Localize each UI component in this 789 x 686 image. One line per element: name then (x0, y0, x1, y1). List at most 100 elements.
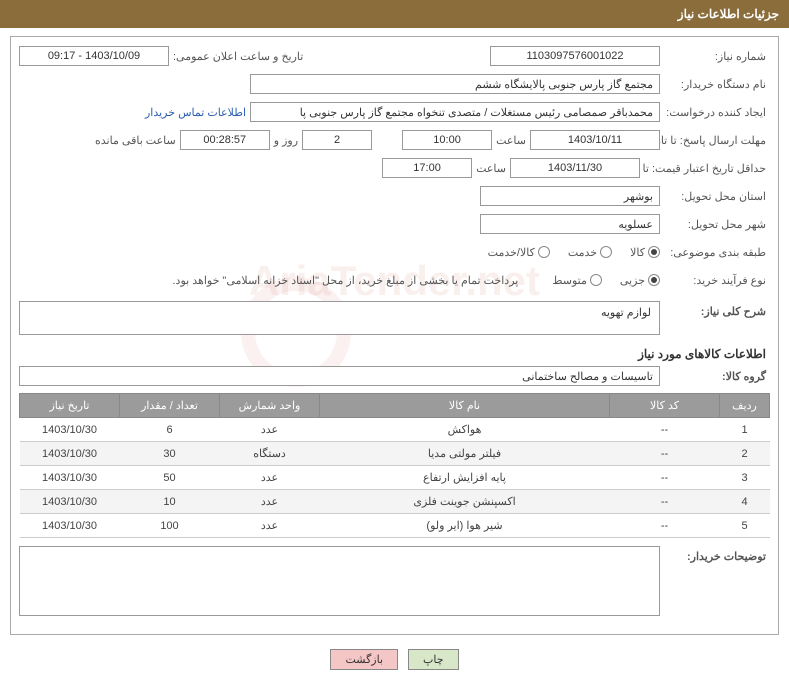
cell-code: -- (610, 466, 720, 490)
buyer-field: مجتمع گاز پارس جنوبی پالایشگاه ششم (250, 74, 660, 94)
process-radio-group: جزیی متوسط (538, 274, 660, 287)
row-validity: حداقل تاریخ اعتبار قیمت: تا تاریخ: 1403/… (19, 157, 770, 179)
cell-name: فیلتر مولتی مدیا (320, 442, 610, 466)
cell-row: 4 (720, 490, 770, 514)
th-code: کد کالا (610, 394, 720, 418)
row-need-number: شماره نیاز: 1103097576001022 تاریخ و ساع… (19, 45, 770, 67)
cell-date: 1403/10/30 (20, 490, 120, 514)
th-qty: تعداد / مقدار (120, 394, 220, 418)
cell-unit: عدد (220, 466, 320, 490)
summary-box: لوازم تهویه (19, 301, 660, 335)
radio-service[interactable] (600, 246, 612, 258)
radio-goods-item[interactable]: کالا (630, 246, 660, 259)
cell-qty: 50 (120, 466, 220, 490)
table-row: 1--هواکشعدد61403/10/30 (20, 418, 770, 442)
cell-unit: عدد (220, 514, 320, 538)
days-remaining-field: 2 (302, 130, 372, 150)
row-group: گروه کالا: تاسیسات و مصالح ساختمانی (19, 365, 770, 387)
cell-name: اکسپنشن جوینت فلزی (320, 490, 610, 514)
cell-date: 1403/10/30 (20, 442, 120, 466)
page-title: جزئیات اطلاعات نیاز (678, 7, 779, 21)
row-category: طبقه بندی موضوعی: کالا خدمت کالا/خدمت (19, 241, 770, 263)
summary-label: شرح کلی نیاز: (660, 301, 770, 318)
page-header: جزئیات اطلاعات نیاز (0, 0, 789, 28)
radio-medium[interactable] (590, 274, 602, 286)
radio-service-item[interactable]: خدمت (568, 246, 612, 259)
cell-row: 3 (720, 466, 770, 490)
city-label: شهر محل تحویل: (660, 218, 770, 231)
back-button[interactable]: بازگشت (330, 649, 398, 670)
cell-unit: دستگاه (220, 442, 320, 466)
radio-goods-label: کالا (630, 246, 645, 259)
cell-row: 5 (720, 514, 770, 538)
radio-both[interactable] (538, 246, 550, 258)
cell-date: 1403/10/30 (20, 514, 120, 538)
creator-field: محمدباقر صمصامی رئیس مستغلات / متصدی تنخ… (250, 102, 660, 122)
cell-name: پایه افزایش ارتفاع (320, 466, 610, 490)
buyer-contact-link[interactable]: اطلاعات تماس خریدار (141, 106, 250, 119)
form-panel: AriaTender.net شماره نیاز: 1103097576001… (10, 36, 779, 635)
row-process: نوع فرآیند خرید: جزیی متوسط پرداخت تمام … (19, 269, 770, 291)
radio-goods[interactable] (648, 246, 660, 258)
deadline-label: مهلت ارسال پاسخ: تا تاریخ: (660, 134, 770, 147)
print-button[interactable]: چاپ (408, 649, 459, 670)
deadline-time-field: 10:00 (402, 130, 492, 150)
radio-medium-item[interactable]: متوسط (552, 274, 602, 287)
row-province: استان محل تحویل: بوشهر (19, 185, 770, 207)
time-label-1: ساعت (492, 134, 530, 147)
radio-service-label: خدمت (568, 246, 597, 259)
announce-field: 1403/10/09 - 09:17 (19, 46, 169, 66)
validity-label: حداقل تاریخ اعتبار قیمت: تا تاریخ: (640, 162, 770, 175)
row-summary: شرح کلی نیاز: لوازم تهویه (19, 301, 770, 335)
category-label: طبقه بندی موضوعی: (660, 246, 770, 259)
radio-both-item[interactable]: کالا/خدمت (488, 246, 550, 259)
action-bar: چاپ بازگشت (0, 641, 789, 682)
cell-code: -- (610, 442, 720, 466)
cell-date: 1403/10/30 (20, 466, 120, 490)
cell-qty: 10 (120, 490, 220, 514)
cell-code: -- (610, 514, 720, 538)
cell-code: -- (610, 418, 720, 442)
radio-both-label: کالا/خدمت (488, 246, 535, 259)
radio-partial[interactable] (648, 274, 660, 286)
table-row: 3--پایه افزایش ارتفاععدد501403/10/30 (20, 466, 770, 490)
province-label: استان محل تحویل: (660, 190, 770, 203)
creator-label: ایجاد کننده درخواست: (660, 106, 770, 119)
validity-time-field: 17:00 (382, 158, 472, 178)
process-label: نوع فرآیند خرید: (660, 274, 770, 287)
table-row: 4--اکسپنشن جوینت فلزیعدد101403/10/30 (20, 490, 770, 514)
cell-row: 1 (720, 418, 770, 442)
th-unit: واحد شمارش (220, 394, 320, 418)
cell-unit: عدد (220, 418, 320, 442)
city-field: عسلویه (480, 214, 660, 234)
table-row: 5--شیر هوا (ایر ولو)عدد1001403/10/30 (20, 514, 770, 538)
radio-partial-item[interactable]: جزیی (620, 274, 660, 287)
announce-label: تاریخ و ساعت اعلان عمومی: (169, 50, 307, 63)
time-label-2: ساعت (472, 162, 510, 175)
row-city: شهر محل تحویل: عسلویه (19, 213, 770, 235)
table-row: 2--فیلتر مولتی مدیادستگاه301403/10/30 (20, 442, 770, 466)
cell-row: 2 (720, 442, 770, 466)
cell-qty: 6 (120, 418, 220, 442)
cell-qty: 30 (120, 442, 220, 466)
row-deadline: مهلت ارسال پاسخ: تا تاریخ: 1403/10/11 سا… (19, 129, 770, 151)
row-description: توضیحات خریدار: (19, 546, 770, 616)
group-label: گروه کالا: (660, 370, 770, 383)
process-note: پرداخت تمام یا بخشی از مبلغ خرید، از محل… (173, 274, 519, 287)
deadline-date-field: 1403/10/11 (530, 130, 660, 150)
days-and-label: روز و (270, 134, 302, 147)
buyer-label: نام دستگاه خریدار: (660, 78, 770, 91)
radio-partial-label: جزیی (620, 274, 645, 287)
need-number-field: 1103097576001022 (490, 46, 660, 66)
row-creator: ایجاد کننده درخواست: محمدباقر صمصامی رئی… (19, 101, 770, 123)
table-header-row: ردیف کد کالا نام کالا واحد شمارش تعداد /… (20, 394, 770, 418)
row-buyer: نام دستگاه خریدار: مجتمع گاز پارس جنوبی … (19, 73, 770, 95)
cell-name: هواکش (320, 418, 610, 442)
items-table: ردیف کد کالا نام کالا واحد شمارش تعداد /… (19, 393, 770, 538)
th-name: نام کالا (320, 394, 610, 418)
province-field: بوشهر (480, 186, 660, 206)
summary-value: لوازم تهویه (601, 306, 651, 319)
description-box[interactable] (19, 546, 660, 616)
cell-date: 1403/10/30 (20, 418, 120, 442)
cell-name: شیر هوا (ایر ولو) (320, 514, 610, 538)
